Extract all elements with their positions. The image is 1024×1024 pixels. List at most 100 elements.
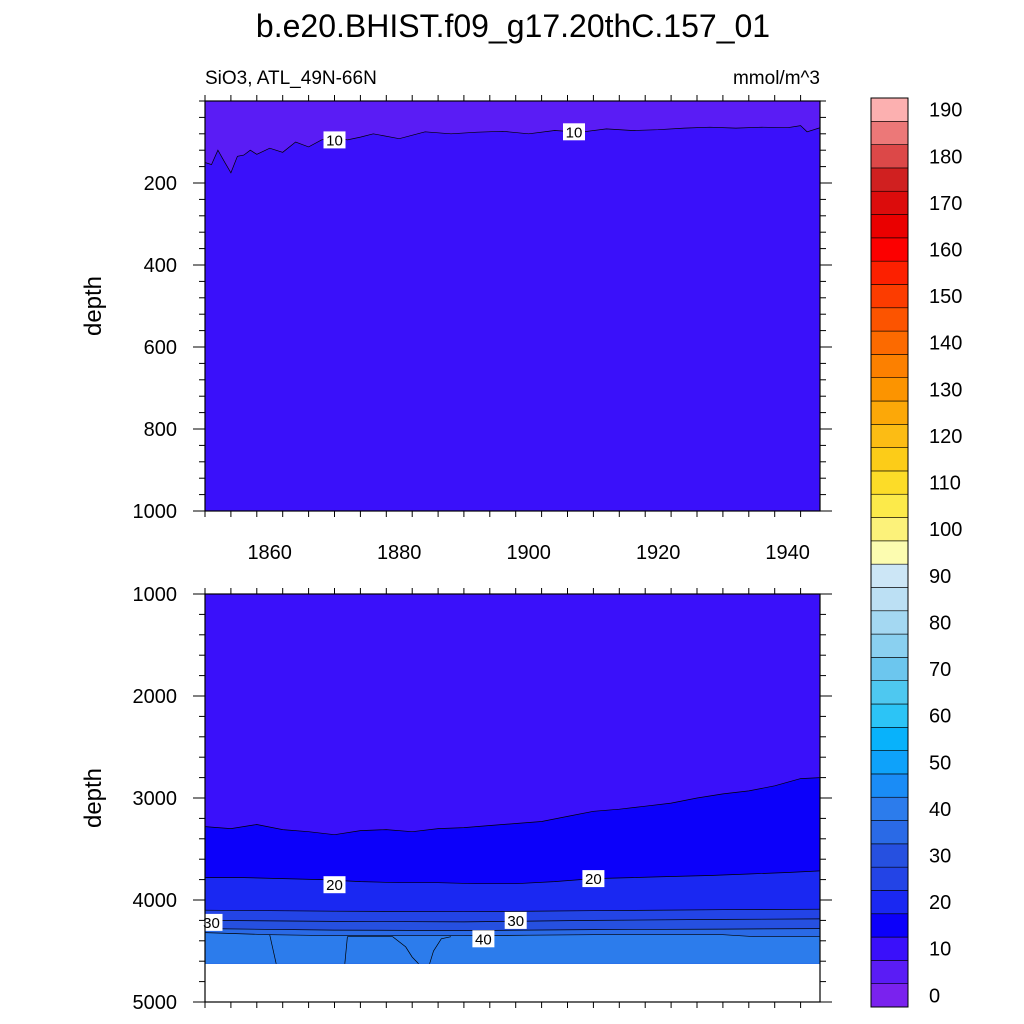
lower-bottom-feature-0 [269, 934, 277, 964]
colorbar-label: 90 [929, 566, 951, 588]
colorbar-box-150 [870, 284, 909, 309]
colorbar-box-70 [870, 657, 909, 681]
contour-label-box [323, 876, 346, 894]
x-tick-label: 1880 [377, 542, 422, 564]
colorbar-box-60 [870, 703, 909, 728]
lower-contour-label-0: 20 [323, 876, 346, 894]
colorbar-box-80 [870, 610, 909, 635]
upper-contour-label-0: 10 [323, 131, 346, 149]
upper-background-fill [205, 101, 820, 511]
colorbar-box-125 [870, 400, 909, 425]
lower-contour-35 [205, 928, 820, 931]
colorbar-box-140 [870, 330, 909, 355]
colorbar-box-175 [870, 167, 909, 192]
colorbar-box-15 [870, 913, 909, 938]
lower-contour-label-1: 20 [582, 870, 605, 888]
lower-contour-20 [205, 870, 820, 885]
colorbar-box-105 [870, 493, 909, 518]
lower-y-tick-label: 2000 [133, 686, 178, 708]
colorbar-box-120 [870, 424, 909, 448]
colorbar-box-45 [870, 773, 909, 798]
contour-label-box [504, 911, 527, 929]
contour-label-text: 20 [326, 877, 343, 894]
colorbar-box-115 [870, 447, 909, 472]
colorbar: 0 10 20 30 40 50 60 70 80 90 100 110 120 130 140 150 160… [870, 97, 962, 1008]
right-string: mmol/m^3 [733, 68, 820, 89]
contour-label-box [200, 913, 223, 931]
colorbar-box-90 [870, 563, 909, 588]
upper-y-axis-label: depth [80, 276, 107, 336]
colorbar-box-85 [870, 587, 909, 612]
colorbar-box-0 [870, 983, 909, 1008]
colorbar-label: 80 [929, 612, 951, 634]
lower-contour-15 [205, 777, 820, 836]
lower-fills [205, 594, 820, 965]
colorbar-box-155 [870, 260, 909, 285]
colorbar-box-110 [870, 470, 909, 495]
upper-y-tick-label: 200 [144, 173, 177, 195]
colorbar-box-185 [870, 121, 909, 145]
colorbar-label: 10 [929, 939, 951, 961]
colorbar-label: 150 [929, 286, 962, 308]
colorbar-box-165 [870, 214, 909, 239]
colorbar-label: 170 [929, 193, 962, 215]
colorbar-label: 140 [929, 333, 962, 355]
colorbar-label: 40 [929, 799, 951, 821]
colorbar-label: 100 [929, 519, 962, 541]
upper-fills [205, 101, 820, 511]
colorbar-frame [870, 97, 909, 1008]
lower-contour-label-3: 30 [504, 911, 527, 930]
upper-frame [204, 100, 821, 512]
colorbar-label: 110 [929, 473, 961, 495]
contour-label-text: 20 [585, 871, 602, 888]
colorbar-box-30 [870, 843, 909, 868]
colorbar-box-75 [870, 633, 909, 658]
contour-label-box [582, 870, 605, 888]
lower-contour-label-2: 30 [200, 913, 223, 932]
lower-y-axis-label: depth [80, 768, 107, 828]
upper-y-tick-label: 400 [144, 255, 177, 277]
colorbar-box-180 [870, 144, 909, 169]
lower-panel: 20 20 30 30 40 1000 2000 3000 4000 5000 [133, 584, 832, 1014]
lower-y-tick-label: 4000 [133, 890, 178, 912]
lower-contour-25 [205, 908, 820, 913]
lower-y-tick-label: 1000 [133, 584, 178, 606]
contour-label-text: 30 [507, 913, 524, 930]
upper-contour-10 [205, 125, 820, 174]
colorbar-box-160 [870, 237, 909, 262]
colorbar-box-170 [870, 190, 909, 215]
colorbar-box-20 [870, 890, 909, 915]
colorbar-box-25 [870, 866, 909, 891]
colorbar-box-55 [870, 727, 909, 751]
colorbar-label: 30 [929, 846, 951, 868]
contour-label-text: 10 [326, 132, 343, 149]
upper-panel: 10 10 200 400 600 800 1000 1860 1880 1900 1920 1940 [133, 95, 832, 564]
colorbar-box-35 [870, 820, 909, 845]
contour-label-text: 30 [203, 915, 220, 932]
colorbar-box-5 [870, 960, 909, 984]
lower-contour-40 [205, 932, 820, 938]
colorbar-label: 50 [929, 752, 951, 774]
colorbar-label: 190 [929, 100, 962, 122]
colorbar-box-50 [870, 750, 909, 775]
left-string: SiO3, ATL_49N-66N [205, 68, 377, 89]
lower-y-tick-label: 5000 [133, 992, 178, 1014]
lower-bottom-feature-2 [347, 936, 419, 965]
colorbar-box-190 [870, 97, 909, 122]
contour-label-box [563, 123, 585, 141]
colorbar-label: 160 [929, 240, 962, 262]
lower-contour-label-4: 40 [472, 930, 495, 948]
colorbar-label: 70 [929, 659, 951, 681]
x-tick-label: 1940 [765, 542, 810, 564]
colorbar-box-100 [870, 517, 909, 542]
colorbar-box-65 [870, 680, 909, 705]
chart-title: b.e20.BHIST.f09_g17.20thC.157_01 [256, 8, 770, 44]
colorbar-box-130 [870, 377, 909, 402]
contour-label-text: 10 [566, 124, 583, 141]
contour-label-box [472, 930, 495, 948]
colorbar-box-10 [870, 936, 909, 961]
upper-y-tick-label: 800 [144, 419, 177, 441]
x-tick-label: 1860 [247, 542, 292, 564]
lower-bottom-feature-3 [429, 936, 452, 964]
